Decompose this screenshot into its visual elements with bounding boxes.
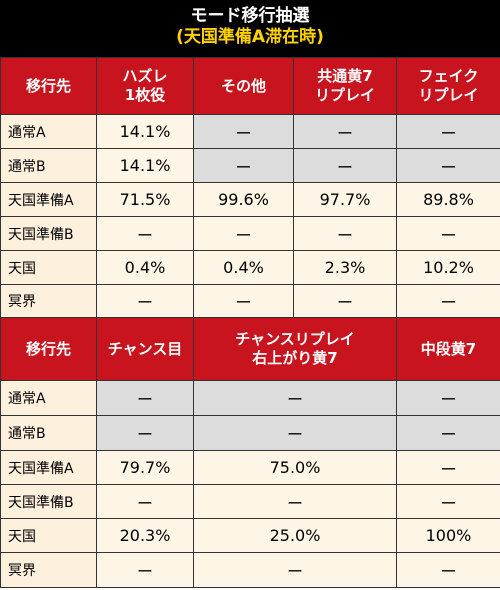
table-row: 通常A ー ー ー (0, 380, 500, 416)
table-cell: 0.4% (193, 250, 294, 285)
row-label: 天国 (0, 518, 97, 553)
row-label: 通常A (0, 380, 97, 416)
table-cell: ー (193, 284, 294, 318)
table-cell: 99.6% (193, 182, 294, 217)
header-destination: 移行先 (0, 317, 97, 381)
table-row: 天国準備A 71.5% 99.6% 97.7% 89.8% (0, 182, 500, 217)
table-cell: ー (396, 284, 500, 318)
table-header-row: 移行先 チャンス目 チャンスリプレイ 右上がり黄7 中段黄7 (0, 317, 500, 381)
table-cell: ー (96, 552, 194, 588)
header-chance-me: チャンス目 (96, 317, 194, 381)
table-cell: ー (193, 148, 294, 183)
table-cell: ー (193, 552, 397, 588)
table-cell: ー (293, 284, 397, 318)
table-cell: ー (193, 216, 294, 251)
row-label: 冥界 (0, 284, 97, 318)
row-label: 通常A (0, 114, 97, 149)
table-header-row: 移行先 ハズレ 1枚役 その他 共通黄7 リプレイ フェイク リプレイ (0, 57, 500, 115)
table-row: 天国 20.3% 25.0% 100% (0, 518, 500, 553)
table-cell: ー (396, 415, 500, 451)
table-cell: 14.1% (96, 148, 194, 183)
row-label: 天国準備A (0, 450, 97, 485)
table-cell: ー (96, 415, 194, 451)
table-cell: ー (396, 380, 500, 416)
table-row: 通常B ー ー ー (0, 415, 500, 451)
table-row: 冥界 ー ー ー (0, 552, 500, 588)
table-cell: ー (193, 484, 397, 519)
row-label: 冥界 (0, 552, 97, 588)
table-row: 天国準備B ー ー ー ー (0, 216, 500, 251)
header-fake-replay: フェイク リプレイ (396, 57, 500, 115)
table-cell: 14.1% (96, 114, 194, 149)
table-cell: ー (293, 148, 397, 183)
table-cell: 97.7% (293, 182, 397, 217)
header-hazure-1mai: ハズレ 1枚役 (96, 57, 194, 115)
table-cell: ー (96, 216, 194, 251)
table-row: 通常B 14.1% ー ー ー (0, 148, 500, 183)
table-cell: ー (396, 114, 500, 149)
table-row: 天国 0.4% 0.4% 2.3% 10.2% (0, 250, 500, 285)
table-cell: ー (396, 216, 500, 251)
header-destination: 移行先 (0, 57, 97, 115)
table-cell: 100% (396, 518, 500, 553)
table-cell: 25.0% (193, 518, 397, 553)
table-cell: ー (193, 415, 397, 451)
table-row: 天国準備A 79.7% 75.0% ー (0, 450, 500, 485)
table-cell: ー (293, 216, 397, 251)
header-other: その他 (193, 57, 294, 115)
row-label: 天国準備B (0, 484, 97, 519)
table-cell: ー (396, 552, 500, 588)
header-center-yellow7: 中段黄7 (396, 317, 500, 381)
row-label: 通常B (0, 148, 97, 183)
table-cell: 75.0% (193, 450, 397, 485)
table-cell: 20.3% (96, 518, 194, 553)
table-cell: 10.2% (396, 250, 500, 285)
table-cell: 89.8% (396, 182, 500, 217)
table-cell: 79.7% (96, 450, 194, 485)
title-bar: モード移行抽選 (天国準備A滞在時) (0, 0, 500, 57)
row-label: 天国準備B (0, 216, 97, 251)
table-cell: ー (193, 114, 294, 149)
table-row: 通常A 14.1% ー ー ー (0, 114, 500, 149)
table-cell: 0.4% (96, 250, 194, 285)
table-cell: ー (193, 380, 397, 416)
table-cell: ー (396, 450, 500, 485)
row-label: 通常B (0, 415, 97, 451)
table-cell: ー (396, 148, 500, 183)
table-row: 天国準備B ー ー ー (0, 484, 500, 519)
table-cell: 2.3% (293, 250, 397, 285)
table-cell: ー (96, 380, 194, 416)
title-line1: モード移行抽選 (190, 6, 310, 26)
table-row: 冥界 ー ー ー ー (0, 284, 500, 318)
mode-table-1: 移行先 ハズレ 1枚役 その他 共通黄7 リプレイ フェイク リプレイ 通常A … (0, 57, 500, 318)
table-cell: ー (396, 484, 500, 519)
header-common-yellow7-replay: 共通黄7 リプレイ (293, 57, 397, 115)
row-label: 天国準備A (0, 182, 97, 217)
table-cell: ー (96, 284, 194, 318)
row-label: 天国 (0, 250, 97, 285)
table-cell: ー (293, 114, 397, 149)
header-chance-replay-yellow7: チャンスリプレイ 右上がり黄7 (193, 317, 397, 381)
title-line2: (天国準備A滞在時) (176, 27, 324, 47)
table-cell: 71.5% (96, 182, 194, 217)
mode-table-2: 移行先 チャンス目 チャンスリプレイ 右上がり黄7 中段黄7 通常A ー ー ー… (0, 317, 500, 588)
table-cell: ー (96, 484, 194, 519)
